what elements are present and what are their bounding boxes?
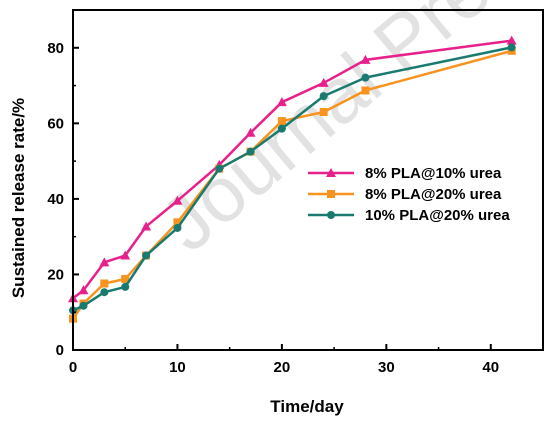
data-point: [277, 124, 286, 133]
data-point: [318, 77, 329, 87]
x-tick-label: 40: [482, 359, 499, 376]
data-point: [277, 117, 286, 126]
data-point: [100, 288, 109, 297]
data-point: [121, 282, 130, 291]
x-tick-label: 30: [378, 359, 395, 376]
data-point: [507, 43, 516, 52]
y-tick-label: 0: [56, 342, 64, 359]
y-tick-label: 80: [47, 40, 64, 57]
series-3: [69, 43, 516, 315]
legend-marker: [327, 190, 335, 198]
data-point: [215, 164, 224, 173]
data-point: [361, 73, 370, 82]
data-point: [79, 301, 88, 310]
data-point: [141, 221, 152, 231]
data-point: [121, 274, 130, 283]
data-point: [245, 127, 256, 137]
plot-frame: [72, 9, 544, 351]
y-tick-label: 20: [47, 266, 64, 283]
y-tick-label: 40: [47, 191, 64, 208]
legend-item-2: 8% PLA@20% urea: [308, 186, 502, 203]
data-point: [142, 251, 151, 260]
data-point: [276, 97, 287, 107]
legend-label: 10% PLA@20% urea: [365, 207, 510, 224]
legend-item-1: 8% PLA@10% urea: [308, 165, 502, 182]
series-1: [68, 35, 517, 303]
data-point: [173, 218, 182, 227]
legend-label: 8% PLA@20% urea: [365, 186, 502, 203]
y-axis-title: Sustained release rate/%: [9, 98, 28, 298]
series-line: [72, 39, 512, 300]
legend-item-3: 10% PLA@20% urea: [308, 207, 510, 224]
x-tick-label: 0: [69, 359, 77, 376]
data-point: [100, 279, 109, 288]
watermark: Journal Pre-proof: [144, 0, 554, 268]
series-line: [72, 46, 512, 312]
legend-label: 8% PLA@10% urea: [365, 165, 502, 182]
data-point: [120, 250, 131, 260]
legend-marker: [327, 211, 335, 219]
data-point: [78, 285, 89, 295]
data-point: [246, 147, 255, 156]
data-point: [360, 54, 371, 64]
data-point: [173, 223, 182, 232]
x-tick-label: 20: [274, 359, 291, 376]
y-tick-label: 60: [47, 115, 64, 132]
legend-marker: [326, 168, 336, 177]
data-point: [506, 35, 517, 45]
x-tick-label: 10: [169, 359, 186, 376]
legend: 8% PLA@10% urea 8% PLA@20% urea 10% PLA@20…: [308, 165, 510, 224]
data-point: [361, 86, 370, 95]
data-point: [99, 257, 110, 267]
data-point: [319, 108, 328, 116]
x-axis-title: Time/day: [270, 397, 344, 416]
data-point: [319, 92, 328, 101]
data-point: [172, 195, 183, 205]
